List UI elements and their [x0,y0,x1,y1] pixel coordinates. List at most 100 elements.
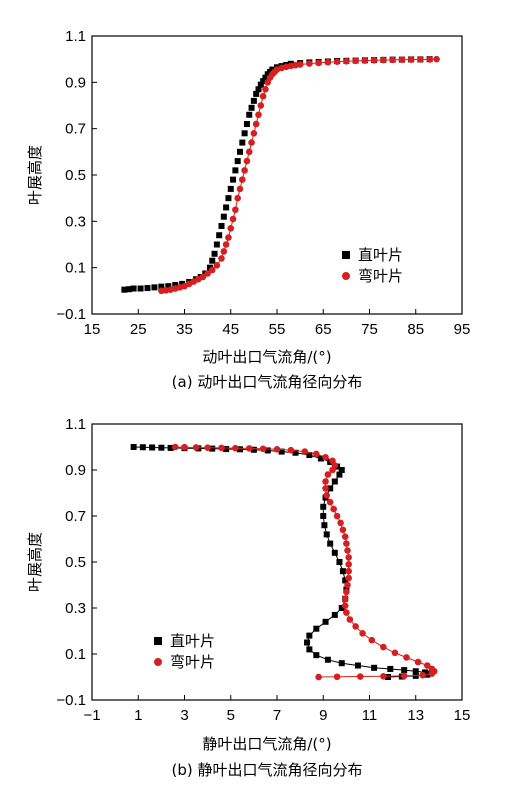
data-point [322,618,329,625]
data-point [304,639,311,646]
data-point [322,478,329,485]
data-point [225,195,232,202]
data-point [338,660,345,667]
data-point [398,56,406,63]
data-point [230,176,237,183]
legend-marker [154,637,162,645]
data-point [327,485,334,492]
data-point [343,57,350,65]
data-point [255,86,262,93]
data-point [121,286,128,293]
data-point [171,443,179,451]
y-tick-label: 0.5 [65,167,86,184]
data-point [320,503,327,510]
data-point [313,652,320,659]
data-point [361,57,369,64]
legend-marker [342,251,350,259]
data-point [262,74,269,81]
data-point [315,673,322,681]
plot-frame [91,35,463,315]
data-point [204,444,211,451]
data-point [321,522,328,529]
x-tick-label: 45 [222,321,239,338]
data-point [232,167,239,174]
data-point [401,667,408,674]
data-point [424,662,431,669]
series-bowed-blade [158,55,440,295]
data-point [241,167,248,174]
data-point [218,222,225,229]
data-point [144,285,151,292]
x-tick-label: 75 [361,321,378,338]
data-point [234,158,241,165]
data-point [336,471,343,478]
data-point [248,104,255,111]
data-point [158,283,165,290]
data-point [341,533,349,540]
data-point [341,595,349,603]
data-point [331,611,338,618]
data-point [199,273,207,281]
data-point [223,204,230,211]
data-point [327,540,334,547]
data-point [339,568,346,575]
data-point [165,283,172,290]
y-tick-label: −0.1 [56,692,86,709]
data-point [345,561,352,568]
data-point [250,130,258,137]
data-point [370,57,378,64]
data-point [227,185,234,192]
data-point [306,646,313,653]
chart-a: 15 25 35 45 55 65 75 85 95 −0.1 0.1 0.3 0.5 0.7 0.9 1.1… [26,28,470,391]
data-point [419,671,426,679]
data-point [253,90,260,97]
data-point [317,455,324,462]
data-point [232,206,239,214]
data-point [126,286,132,293]
y-tick-label: 0.7 [65,508,86,525]
data-point [130,285,137,292]
legend-marker [342,272,350,280]
y-tick-label: 0.3 [65,600,86,617]
data-point [250,97,257,104]
data-point [211,250,218,257]
data-point [243,121,250,128]
x-tick-label: 15 [84,321,101,338]
y-tick-label: 1.1 [65,28,86,45]
x-axis-label: 静叶出口气流角/(°) [202,735,331,753]
data-point [243,157,251,165]
data-point [368,636,376,644]
data-point [257,102,265,109]
data-point [306,632,313,639]
legend-label: 弯叶片 [358,267,403,285]
y-tick-label: 0.1 [65,260,86,277]
data-point [324,471,332,478]
data-point [329,466,336,474]
data-point [336,559,343,565]
x-tick-label: 85 [407,321,424,338]
data-point [387,665,394,672]
data-point [301,448,309,455]
chart-b: −1 1 3 5 7 9 11 13 15−0.10.10.30.50.70.91.1静叶出口气… [26,416,470,779]
x-tick-label: 15 [454,707,471,724]
data-point [204,270,211,277]
y-tick-label: 0.9 [65,74,86,91]
data-point [250,446,257,453]
data-point [344,581,351,589]
data-point [356,673,364,680]
data-point [330,505,337,513]
data-point [137,285,144,292]
x-tick-label: 35 [176,321,193,338]
data-point [209,257,216,264]
data-point [331,549,338,556]
data-point [232,444,239,452]
data-point [326,498,334,506]
data-point [239,176,246,183]
data-point [278,448,285,455]
x-tick-label: 13 [407,707,424,724]
data-point [218,444,225,452]
y-tick-label: 0.3 [65,213,86,230]
data-point [338,605,345,611]
data-point [313,450,320,458]
